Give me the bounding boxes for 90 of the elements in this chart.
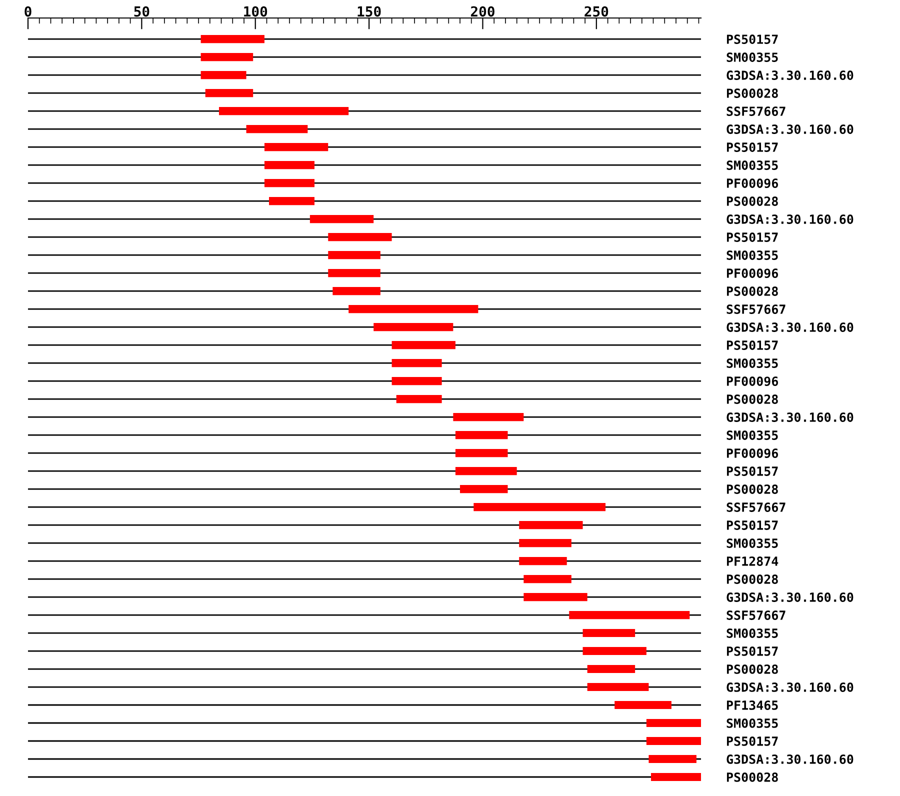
x-tick-label: 0	[24, 6, 32, 17]
bar	[200, 35, 264, 44]
y-tick-label: PS00028	[726, 88, 778, 98]
bar	[374, 322, 454, 332]
y-tick-label: PS50157	[726, 232, 778, 242]
bar	[453, 412, 524, 422]
bar	[328, 232, 392, 242]
bar	[460, 484, 508, 494]
bar	[646, 718, 701, 728]
y-tick-label: PS50157	[726, 466, 778, 476]
y-tick-label: PS50157	[726, 142, 778, 152]
bar	[328, 250, 380, 260]
y-tick-label: PS00028	[726, 574, 778, 584]
y-tick-label: G3DSA:3.30.160.60	[726, 592, 854, 602]
bar	[650, 772, 701, 782]
y-tick-label: SSF57667	[726, 502, 786, 512]
y-tick-label: G3DSA:3.30.160.60	[726, 412, 854, 422]
bar	[392, 340, 456, 350]
x-tick-label: 200	[470, 6, 494, 17]
y-tick-label: PF12874	[726, 556, 778, 566]
y-tick-label: G3DSA:3.30.160.60	[726, 754, 854, 764]
bar	[455, 466, 517, 476]
y-tick-label: G3DSA:3.30.160.60	[726, 214, 854, 224]
y-tick-label: PS50157	[726, 34, 778, 44]
x-tick-label: 50	[134, 6, 150, 17]
bar	[455, 448, 508, 458]
y-tick-label: SM00355	[726, 628, 778, 638]
bar	[524, 592, 588, 602]
y-tick-label: SM00355	[726, 430, 778, 440]
x-tick-label: 150	[358, 6, 381, 17]
bar	[200, 53, 254, 62]
bar	[524, 574, 572, 584]
bar	[264, 161, 314, 170]
bar	[519, 520, 583, 530]
y-tick-label: SSF57667	[726, 106, 786, 116]
bar	[519, 556, 567, 566]
bar	[582, 646, 646, 656]
y-tick-label: G3DSA:3.30.160.60	[726, 682, 854, 692]
y-tick-label: G3DSA:3.30.160.60	[726, 70, 854, 80]
x-tick-label: 100	[244, 6, 268, 17]
bar	[205, 89, 254, 98]
y-tick-label: PS00028	[726, 484, 778, 494]
y-tick-label: PF00096	[726, 376, 778, 386]
bar	[328, 268, 380, 278]
x-tick-label: 250	[584, 6, 608, 17]
y-tick-label: PS50157	[726, 736, 778, 746]
bar	[264, 143, 328, 152]
bar	[587, 682, 649, 692]
y-tick-label: SSF57667	[726, 304, 786, 314]
bar	[519, 538, 572, 548]
y-tick-label: PS00028	[726, 664, 778, 674]
y-tick-label: PS00028	[726, 772, 778, 782]
bar	[474, 502, 606, 512]
bar	[396, 394, 442, 404]
y-tick-label: PF00096	[726, 268, 778, 278]
bar	[392, 358, 442, 368]
y-tick-label: PF00096	[726, 178, 778, 188]
y-tick-label: G3DSA:3.30.160.60	[726, 124, 854, 134]
y-tick-label: SM00355	[726, 538, 778, 548]
y-tick-label: SM00355	[726, 250, 778, 260]
y-tick-label: PS00028	[726, 286, 778, 296]
bar	[455, 430, 508, 440]
y-tick-label: PF00096	[726, 448, 778, 458]
y-tick-label: PS50157	[726, 520, 778, 530]
bar	[569, 610, 690, 620]
bar	[614, 700, 672, 710]
bar	[648, 754, 696, 764]
bar	[587, 664, 636, 674]
y-tick-label: G3DSA:3.30.160.60	[726, 322, 854, 332]
y-tick-label: SM00355	[726, 718, 778, 728]
bar	[246, 125, 308, 134]
y-tick-label: PS00028	[726, 196, 778, 206]
y-tick-label: SSF57667	[726, 610, 786, 620]
y-tick-label: SM00355	[726, 52, 778, 62]
y-tick-label: SM00355	[726, 160, 778, 170]
bar	[218, 107, 349, 116]
bar	[200, 71, 246, 80]
bar	[264, 178, 314, 188]
y-tick-label: SM00355	[726, 358, 778, 368]
y-tick-label: PS00028	[726, 394, 778, 404]
y-tick-label: PF13465	[726, 700, 778, 710]
bar	[646, 736, 701, 746]
bar	[310, 214, 374, 224]
y-tick-label: PS50157	[726, 646, 778, 656]
bar	[332, 286, 380, 296]
y-tick-label: PS50157	[726, 340, 778, 350]
bar	[582, 628, 636, 638]
bar	[392, 376, 442, 386]
bar	[269, 196, 314, 206]
bar	[348, 304, 478, 314]
